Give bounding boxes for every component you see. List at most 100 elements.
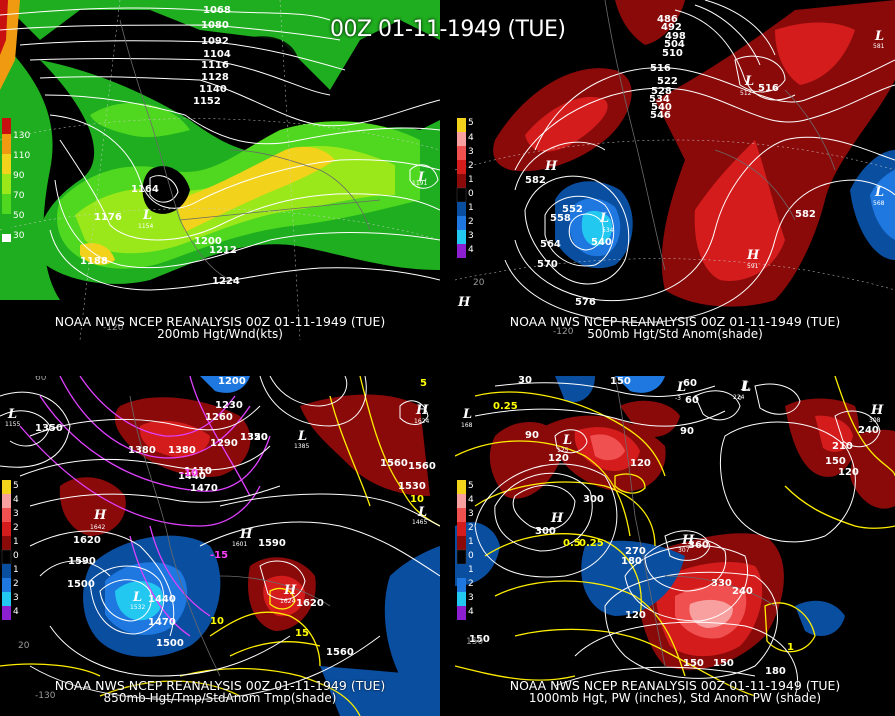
contour-label: 582 xyxy=(795,209,816,220)
legend-value: 2 xyxy=(468,523,474,533)
contour-label: 120 xyxy=(838,467,859,478)
contour-label: 300 xyxy=(535,526,556,537)
legend-value: 0 xyxy=(468,189,474,199)
panel-field: 200mb Hgt/Wnd(kts) xyxy=(157,327,283,341)
longitude-label: 150 xyxy=(466,637,483,647)
contour-label: 1440 xyxy=(178,471,206,482)
panel-source: NOAA NWS NCEP REANALYSIS 00Z 01-11-1949 … xyxy=(509,314,841,329)
legend-value: 5 xyxy=(468,481,474,491)
low-pressure-value: 1465 xyxy=(412,519,427,526)
pw-label: 0.25 xyxy=(579,538,604,549)
legend-value: 2 xyxy=(468,217,474,227)
contour-label: 1200 xyxy=(218,376,246,387)
high-pressure-symbol: H xyxy=(457,295,471,310)
longitude-label: -120 xyxy=(103,323,124,333)
std-anomaly-legend: 5 4 3 2 1 0 1 2 3 4 xyxy=(456,118,474,258)
legend-value: 3 xyxy=(468,509,474,519)
contour-label: 60 xyxy=(683,378,697,389)
map-200mb: 1068 1080 1092 1104 1116 1128 1140 1152 … xyxy=(0,0,440,340)
contour-label: 582 xyxy=(525,175,546,186)
high-pressure-value: 1642 xyxy=(90,524,105,531)
contour-label: 1470 xyxy=(148,617,176,628)
legend-value: 2 xyxy=(13,523,19,533)
contour-label: 1290 xyxy=(210,438,238,449)
legend-value: 1 xyxy=(13,537,19,547)
contour-label: 1470 xyxy=(190,483,218,494)
legend-value: 1 xyxy=(468,565,474,575)
low-pressure-symbol: L xyxy=(142,208,152,223)
low-pressure-symbol: L xyxy=(7,407,17,422)
contour-label: 330 xyxy=(711,578,732,589)
contour-label: 120 xyxy=(625,610,646,621)
legend-value: 50 xyxy=(13,211,25,221)
contour-label: 1530 xyxy=(398,481,426,492)
contour-label: 1104 xyxy=(203,49,231,60)
contour-label: 90 xyxy=(525,430,539,441)
panel-field: 1000mb Hgt, PW (inches), Std Anom PW (sh… xyxy=(528,691,822,705)
contour-label: 150 xyxy=(610,376,631,387)
contour-label: 1380 xyxy=(128,445,156,456)
contour-label: 1164 xyxy=(131,184,159,195)
contour-label: 1500 xyxy=(67,579,95,590)
isotherm-label: 10 xyxy=(210,616,224,627)
map-850mb: 1200 1230 1260 1290 1320 1350 1380 1410 … xyxy=(0,376,440,716)
legend-value: 3 xyxy=(468,147,474,157)
panel-field: 500mb Hgt/Std Anom(shade) xyxy=(587,327,763,341)
contour-label: 1068 xyxy=(203,5,231,16)
contour-label: 552 xyxy=(562,204,583,215)
legend-value: 2 xyxy=(468,579,474,589)
contour-label: 1230 xyxy=(215,400,243,411)
contour-label: 1620 xyxy=(73,535,101,546)
low-pressure-value: 1155 xyxy=(5,421,20,428)
contour-label: 270 xyxy=(625,546,646,557)
contour-label: 1224 xyxy=(212,276,240,287)
wind-speed-legend: 130 110 90 70 50 30 xyxy=(2,118,30,242)
contour-label: 150 xyxy=(469,634,490,645)
contour-label: 486 xyxy=(657,14,678,25)
low-pressure-value: 534 xyxy=(602,227,614,234)
low-pressure-value: -3 xyxy=(675,395,681,402)
pw-label: 0.5 xyxy=(563,538,581,549)
panel-source: NOAA NWS NCEP REANALYSIS 00Z 01-11-1949 … xyxy=(54,314,386,329)
contour-label: 1200 xyxy=(194,236,222,247)
legend-value: 4 xyxy=(13,495,19,505)
high-pressure-symbol: H xyxy=(415,403,429,418)
contour-label: 558 xyxy=(550,213,571,224)
latitude-label: 20 xyxy=(18,641,30,651)
panel-850mb-height-temp: 1200 1230 1260 1290 1320 1350 1380 1410 … xyxy=(0,376,440,716)
legend-value: 110 xyxy=(13,151,30,161)
contour-label: 570 xyxy=(537,259,558,270)
legend-value: 3 xyxy=(468,231,474,241)
contour-label: 564 xyxy=(540,239,561,250)
isotherm-label: -10 xyxy=(180,468,198,479)
contour-label: 180 xyxy=(765,666,786,677)
panel-1000mb-height-pw: 30 60 90 90 120 120 150 180 210 240 240 … xyxy=(455,376,895,716)
high-pressure-symbol: H xyxy=(544,159,558,174)
contour-label: 150 xyxy=(825,456,846,467)
high-pressure-value: 307 xyxy=(678,547,690,554)
isotherm-label: 15 xyxy=(295,628,309,639)
low-pressure-value: 1154 xyxy=(138,223,153,230)
contour-label: 1116 xyxy=(201,60,229,71)
low-pressure-symbol: L xyxy=(874,185,884,200)
high-pressure-value: 591 xyxy=(747,263,759,270)
high-pressure-symbol: L xyxy=(741,380,751,395)
contour-label: 1410 xyxy=(184,466,212,477)
latitude-label: 60 xyxy=(35,376,47,383)
contour-label: 1320 xyxy=(240,432,268,443)
contour-label: 1176 xyxy=(94,212,122,223)
low-pressure-symbol: L xyxy=(744,74,754,89)
high-pressure-value: 1601 xyxy=(232,541,247,548)
legend-value: 4 xyxy=(13,607,19,617)
contour-label: 1350 xyxy=(35,423,63,434)
low-pressure-value: 512 xyxy=(740,90,752,97)
legend-value: 4 xyxy=(468,607,474,617)
low-pressure-symbol: L xyxy=(599,211,609,226)
legend-value: 0 xyxy=(468,551,474,561)
contour-label: 516 xyxy=(758,83,779,94)
high-pressure-symbol: H xyxy=(870,403,884,418)
map-1000mb: 30 60 90 90 120 120 150 180 210 240 240 … xyxy=(455,376,895,716)
panel-500mb-height-anomaly: 486 492 498 504 510 516 522 528 534 540 … xyxy=(455,0,895,340)
contour-label: 504 xyxy=(664,39,685,50)
legend-value: 30 xyxy=(13,231,25,241)
